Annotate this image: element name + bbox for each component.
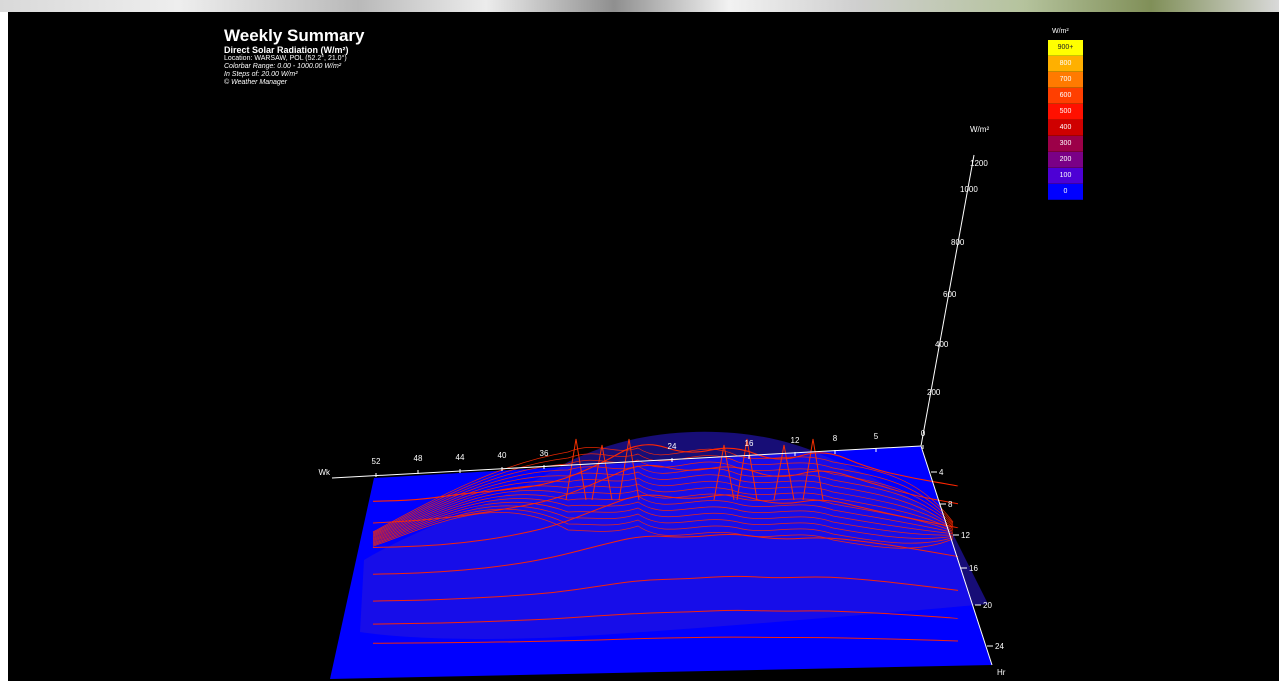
- z-tick-label-400: 400: [935, 340, 949, 349]
- y-tick-label-8: 8: [948, 500, 953, 509]
- mesh-ridge-line-11: [372, 501, 954, 544]
- legend-entry-400: 400: [1048, 120, 1083, 136]
- y-axis-line: [920, 445, 993, 666]
- colorbar-range-text: Colorbar Range: 0.00 - 1000.00 W/m²: [224, 62, 342, 70]
- surface-peak-6: [773, 444, 795, 501]
- mesh-ridge-line-12: [372, 505, 954, 545]
- mesh-ridge-line-6: [372, 477, 954, 538]
- x-tick-label-36: 36: [540, 449, 549, 458]
- legend-entry-900plus: 900+: [1048, 40, 1083, 56]
- legend-entry-700: 700: [1048, 72, 1083, 88]
- mesh-ridge-line-7: [372, 483, 954, 539]
- color-legend: 900+ 800 700 600 500 400 300 200 100 0: [1048, 40, 1083, 200]
- z-tick-label-1000: 1000: [960, 185, 978, 194]
- z-axis-line: [920, 154, 975, 447]
- mesh-ridge-line-5: [372, 471, 954, 537]
- surface-peak-3: [618, 438, 640, 501]
- mesh-ridge-line-14: [372, 512, 954, 549]
- legend-entry-800: 800: [1048, 56, 1083, 72]
- mesh-ridge-line-4: [372, 465, 954, 536]
- legend-entry-100: 100: [1048, 168, 1083, 184]
- surface-peak-2: [591, 444, 613, 501]
- contour-line-7: [372, 636, 959, 644]
- contour-line-6: [372, 609, 959, 625]
- mesh-ridge-line-9: [372, 494, 954, 542]
- z-tick-label-1200: 1200: [970, 159, 988, 168]
- x-tick-label-40: 40: [498, 451, 507, 460]
- contour-line-4: [372, 533, 959, 575]
- surface-peak-4: [713, 444, 735, 501]
- y-axis-label: Hr: [997, 668, 1006, 677]
- legend-entry-500: 500: [1048, 104, 1083, 120]
- copyright-text: © Weather Manager: [224, 78, 288, 86]
- chart-title: Weekly Summary: [224, 26, 365, 45]
- y-tick-label-12: 12: [961, 531, 970, 540]
- steps-text: In Steps of: 20.00 W/m²: [224, 70, 298, 78]
- y-tick-label-20: 20: [983, 601, 992, 610]
- surface-peak-5: [736, 438, 758, 501]
- x-tick-label-52: 52: [372, 457, 381, 466]
- z-tick-label-600: 600: [943, 290, 957, 299]
- x-tick-label-0: 0: [921, 429, 926, 438]
- chart-viewport: 52 48 44 40 36 24 16 12 8 5 0 Wk 200 400 600 800 1000 120…: [8, 12, 1279, 681]
- title-block: Weekly Summary Direct Solar Radiation (W…: [224, 26, 364, 86]
- chart-subtitle: Direct Solar Radiation (W/m²): [224, 45, 349, 56]
- x-tick-label-48: 48: [414, 454, 423, 463]
- mesh-ridge-line-3: [372, 459, 954, 535]
- x-tick-label-8: 8: [833, 434, 838, 443]
- legend-entry-300: 300: [1048, 136, 1083, 152]
- mesh-ridge-line-13: [372, 508, 954, 546]
- z-tick-label-800: 800: [951, 238, 965, 247]
- browser-background-strip: [0, 0, 1279, 12]
- y-tick-label-24: 24: [995, 642, 1004, 651]
- z-tick-label-200: 200: [927, 388, 941, 397]
- legend-entry-200: 200: [1048, 152, 1083, 168]
- x-axis-line: [331, 445, 922, 479]
- mesh-ridge-line-10: [372, 498, 954, 543]
- x-tick-label-16: 16: [745, 439, 754, 448]
- legend-unit-label: W/m²: [1052, 28, 1069, 35]
- z-axis-label: W/m²: [970, 125, 989, 134]
- x-tick-label-44: 44: [456, 453, 465, 462]
- surface-peak-1: [565, 438, 587, 501]
- x-tick-label-24: 24: [668, 442, 677, 451]
- legend-entry-600: 600: [1048, 88, 1083, 104]
- surface-peak-7: [802, 438, 824, 501]
- location-text: Location: WARSAW, POL (52.2°, 21.0°): [224, 55, 347, 63]
- x-axis-label: Wk: [318, 468, 331, 477]
- contour-line-3: [372, 494, 959, 548]
- contour-line-5: [372, 575, 959, 602]
- x-tick-label-5: 5: [874, 432, 879, 441]
- y-tick-label-4: 4: [939, 468, 944, 477]
- surface-layer: [330, 431, 992, 679]
- mesh-ridge-line-8: [372, 489, 954, 541]
- legend-entry-0: 0: [1048, 184, 1083, 200]
- y-tick-label-16: 16: [969, 564, 978, 573]
- x-tick-label-12: 12: [791, 436, 800, 445]
